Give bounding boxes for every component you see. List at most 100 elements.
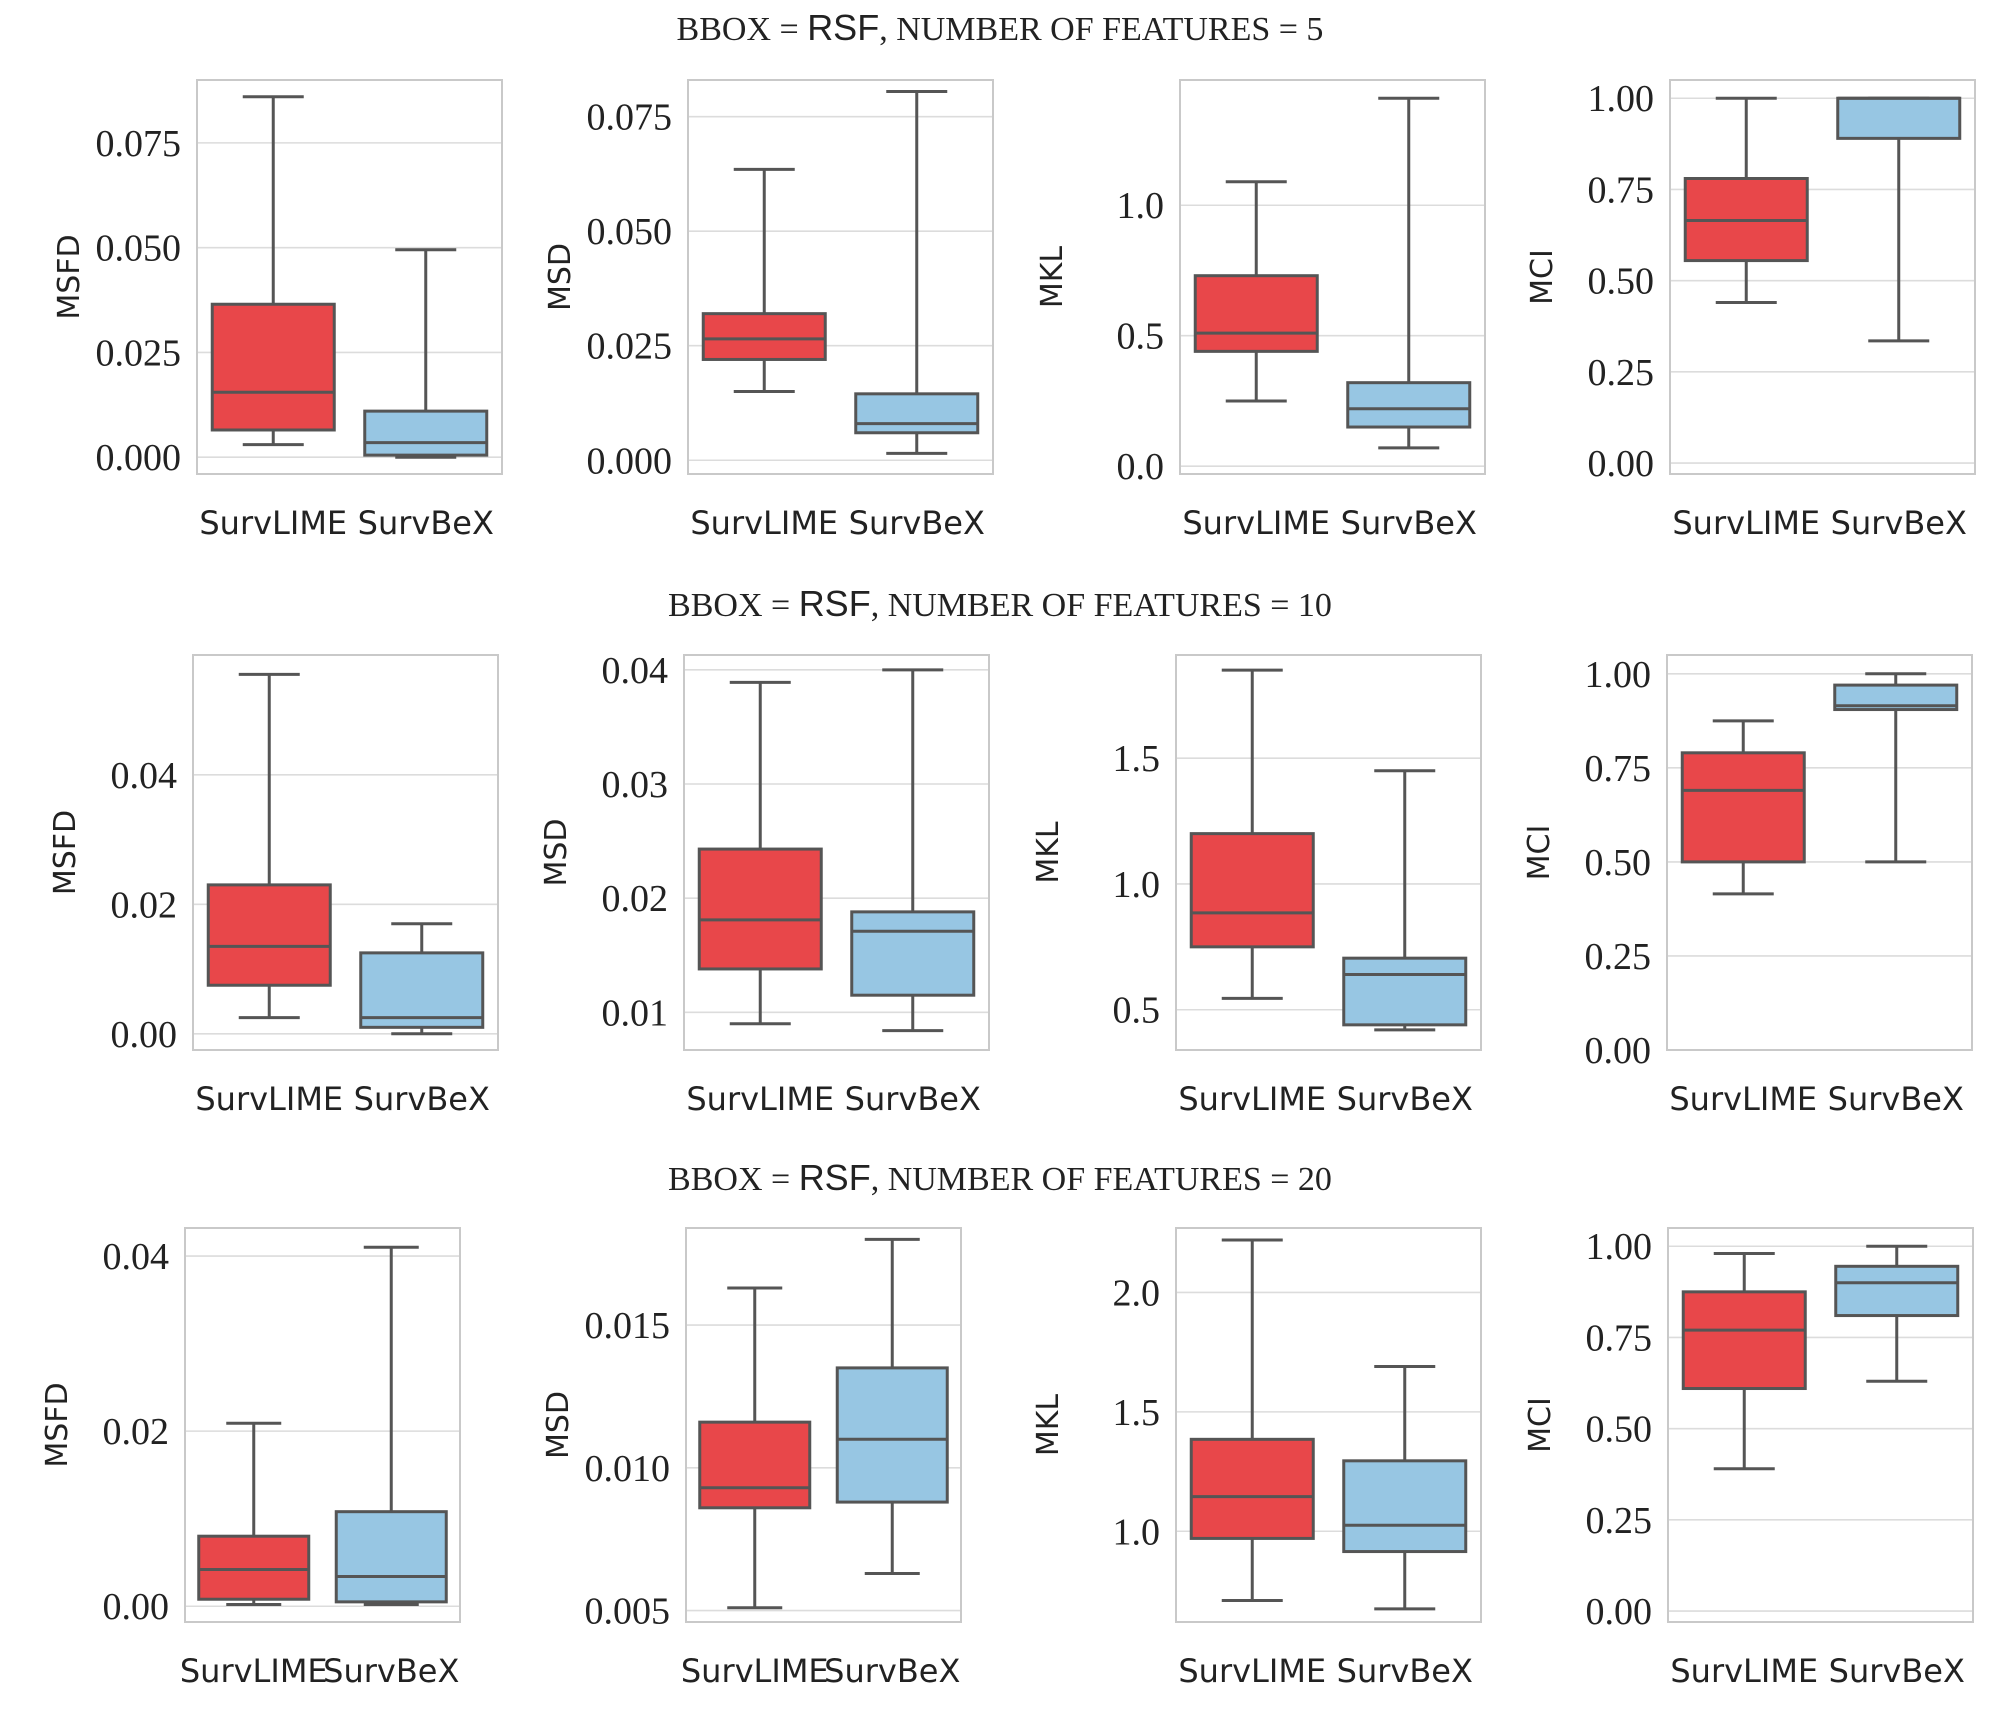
y-axis-label: MSD <box>541 1391 576 1459</box>
plot-frame <box>685 1227 962 1623</box>
row-title-features-10: BBOX = RSF, NUMBER OF FEATURES = 10 <box>668 583 1332 624</box>
panel-msfd-row-1: 0.00 0.02 0.04 MSFD SurvLIME SurvBeX <box>48 654 499 1118</box>
plot-frame <box>687 79 994 475</box>
panel-mci-row-1: 0.00 0.25 0.50 0.75 1.00 MCI SurvLIME SurvBeX <box>1522 654 1973 1118</box>
plot-frame <box>1179 79 1486 475</box>
survlime-box <box>197 1534 311 1601</box>
x-category-label-survlime: SurvLIME <box>690 504 838 542</box>
x-category-label-survbex: SurvBeX <box>1828 1080 1964 1118</box>
x-category-label-survlime: SurvLIME <box>1669 1080 1817 1118</box>
y-tick-label: 0.010 <box>585 1448 671 1490</box>
y-tick-label: 0.00 <box>103 1586 170 1628</box>
survbex-box <box>1836 96 1962 140</box>
x-category-label-survbex: SurvBeX <box>323 1652 459 1690</box>
x-category-label-survlime: SurvLIME <box>1178 1652 1326 1690</box>
y-tick-label: 1.00 <box>1585 654 1652 696</box>
y-tick-label: 0.075 <box>587 97 673 139</box>
x-category-label-survbex: SurvBeX <box>1831 504 1967 542</box>
y-tick-label: 0.5 <box>1113 990 1161 1032</box>
row-title-features-5: BBOX = RSF, NUMBER OF FEATURES = 5 <box>677 7 1324 48</box>
x-category-label-survbex: SurvBeX <box>1337 1080 1473 1118</box>
y-tick-label: 0.75 <box>1585 748 1652 790</box>
y-tick-label: 0.025 <box>96 332 182 374</box>
survlime-box <box>1193 274 1319 353</box>
survlime-box <box>206 883 332 987</box>
y-tick-label: 0.025 <box>587 326 673 368</box>
panel-mkl-row-1: 0.5 1.0 1.5 MKL SurvLIME SurvBeX <box>1031 654 1482 1118</box>
y-axis-label: MCI <box>1523 1397 1558 1453</box>
survlime-box <box>1189 832 1315 949</box>
y-tick-label: 0.02 <box>103 1411 170 1453</box>
survlime-box <box>1680 751 1806 864</box>
row-title-bbox: RSF <box>807 7 879 48</box>
x-category-label-survbex: SurvBeX <box>358 504 494 542</box>
survbex-box <box>1834 1264 1960 1318</box>
plot-frame <box>1666 654 1973 1051</box>
survlime-box <box>698 1420 812 1510</box>
y-tick-label: 0.00 <box>1588 443 1655 485</box>
y-tick-label: 0.5 <box>1117 316 1165 358</box>
survbex-box <box>334 1510 448 1604</box>
survbex-box <box>1342 1459 1468 1554</box>
y-tick-label: 0.04 <box>103 1236 170 1278</box>
row-title-bbox: RSF <box>799 583 871 624</box>
x-category-label-survlime: SurvLIME <box>1670 1652 1818 1690</box>
x-category-label-survlime: SurvLIME <box>686 1080 834 1118</box>
survbex-box <box>1346 381 1472 429</box>
panel-msfd-row-0: 0.000 0.025 0.050 0.075 MSFD SurvLIME SurvBeX <box>52 79 503 542</box>
y-tick-label: 1.0 <box>1113 864 1161 906</box>
y-tick-label: 0.75 <box>1588 169 1655 211</box>
x-category-label-survlime: SurvLIME <box>199 504 347 542</box>
y-tick-label: 0.04 <box>602 650 669 692</box>
y-tick-label: 0.00 <box>111 1014 178 1056</box>
x-category-label-survbex: SurvBeX <box>845 1080 981 1118</box>
survlime-box <box>1681 1290 1807 1391</box>
y-tick-label: 0.00 <box>1585 1030 1652 1072</box>
y-tick-label: 0.02 <box>111 884 178 926</box>
y-tick-label: 1.0 <box>1113 1511 1161 1553</box>
x-category-label-survbex: SurvBeX <box>354 1080 490 1118</box>
x-category-label-survlime: SurvLIME <box>1182 504 1330 542</box>
y-axis-label: MCI <box>1522 825 1557 881</box>
y-tick-label: 1.5 <box>1113 738 1161 780</box>
y-tick-label: 1.00 <box>1586 1226 1653 1268</box>
survbex-box <box>835 1366 949 1504</box>
survbex-box <box>854 392 980 435</box>
panel-mkl-row-0: 0.0 0.5 1.0 MKL SurvLIME SurvBeX <box>1035 79 1486 542</box>
y-tick-label: 1.00 <box>1588 78 1655 120</box>
plot-frame <box>196 79 503 475</box>
x-category-label-survlime: SurvLIME <box>1672 504 1820 542</box>
x-category-label-survbex: SurvBeX <box>1341 504 1477 542</box>
survlime-box <box>210 302 336 432</box>
row-title-features-20: BBOX = RSF, NUMBER OF FEATURES = 20 <box>668 1157 1332 1198</box>
survlime-box <box>701 312 827 361</box>
panel-mci-row-2: 0.00 0.25 0.50 0.75 1.00 MCI SurvLIME SurvBeX <box>1523 1226 1974 1690</box>
y-axis-label: MCI <box>1525 249 1560 305</box>
y-axis-label: MSFD <box>40 1382 75 1467</box>
y-tick-label: 1.5 <box>1113 1392 1161 1434</box>
y-tick-label: 0.02 <box>602 878 669 920</box>
survlime-box <box>1189 1437 1315 1540</box>
row-title-suffix: , NUMBER OF FEATURES = 10 <box>871 587 1332 624</box>
y-axis-label: MKL <box>1031 1394 1066 1457</box>
survbex-box <box>363 409 489 457</box>
y-tick-label: 0.03 <box>602 764 669 806</box>
row-title-suffix: , NUMBER OF FEATURES = 5 <box>879 11 1323 48</box>
y-tick-label: 0.04 <box>111 755 178 797</box>
y-tick-label: 0.075 <box>96 123 182 165</box>
plot-frame <box>192 654 499 1051</box>
plot-frame <box>1175 654 1482 1051</box>
plot-frame <box>1175 1227 1482 1623</box>
y-axis-label: MSD <box>539 818 574 886</box>
y-tick-label: 0.050 <box>587 211 673 253</box>
plot-frame <box>1669 79 1976 475</box>
panel-mkl-row-2: 1.0 1.5 2.0 MKL SurvLIME SurvBeX <box>1031 1227 1482 1690</box>
y-tick-label: 0.050 <box>96 228 182 270</box>
y-tick-label: 0.50 <box>1586 1409 1653 1451</box>
plot-frame <box>1667 1227 1974 1623</box>
y-axis-label: MSFD <box>48 810 83 895</box>
panel-mci-row-0: 0.00 0.25 0.50 0.75 1.00 MCI SurvLIME SurvBeX <box>1525 78 1976 542</box>
